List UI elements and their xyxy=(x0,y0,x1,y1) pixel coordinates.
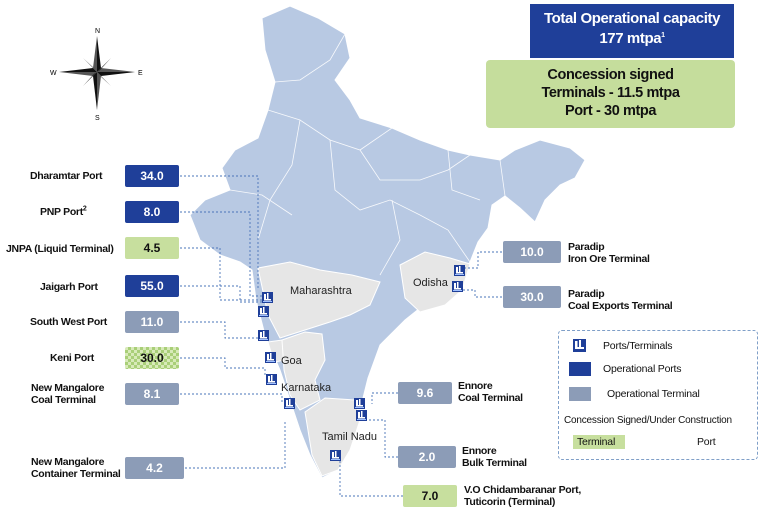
port-label-nm-coal: New Mangalore Coal Terminal xyxy=(31,382,105,406)
port-crane-icon xyxy=(573,339,586,352)
port-value-keni[interactable]: 30.0 xyxy=(125,347,179,369)
compass-n: N xyxy=(95,28,100,35)
legend-swatch-port xyxy=(659,435,693,449)
port-crane-icon[interactable] xyxy=(258,330,269,341)
legend-ports-terminals: Ports/Terminals xyxy=(603,340,673,352)
port-value-paradip-iron[interactable]: 10.0 xyxy=(503,241,561,263)
state-label-goa: Goa xyxy=(281,355,302,367)
port-crane-icon[interactable] xyxy=(454,265,465,276)
port-value-pnp[interactable]: 8.0 xyxy=(125,201,179,223)
state-maharashtra xyxy=(257,261,381,339)
port-value-vo-chidambaranar[interactable]: 7.0 xyxy=(403,485,457,507)
concession-line2: Terminals - 11.5 mtpa xyxy=(541,85,680,101)
port-label-dharamtar: Dharamtar Port xyxy=(30,170,103,182)
port-label-jnpa: JNPA (Liquid Terminal) xyxy=(6,243,114,255)
connector-lines xyxy=(180,175,502,497)
port-label-nm-container: New Mangalore Container Terminal xyxy=(31,456,121,480)
port-label-jaigarh: Jaigarh Port xyxy=(40,281,98,293)
legend: Ports/Terminals Operational Ports Operat… xyxy=(558,330,758,460)
legend-swatch-operational-terminal xyxy=(569,387,591,401)
port-crane-icon[interactable] xyxy=(284,398,295,409)
state-karnataka xyxy=(281,331,326,411)
port-crane-icon[interactable] xyxy=(452,281,463,292)
state-label-maharashtra: Maharashtra xyxy=(290,285,352,297)
concession-box: Concession signed Terminals - 11.5 mtpa … xyxy=(486,60,735,128)
port-label-pnp: PNP Port2 xyxy=(40,205,87,219)
port-label-paradip-coal: Paradip Coal Exports Terminal xyxy=(568,288,673,312)
port-label-ennore-bulk: Ennore Bulk Terminal xyxy=(462,445,527,469)
total-capacity-line2: 177 mtpa1 xyxy=(599,30,665,47)
port-value-south-west[interactable]: 11.0 xyxy=(125,311,179,333)
compass-w: W xyxy=(50,70,57,77)
state-label-tamil-nadu: Tamil Nadu xyxy=(322,431,378,443)
state-tamil-nadu xyxy=(304,397,361,477)
legend-concession-heading: Concession Signed/Under Construction xyxy=(564,415,732,426)
port-crane-icon[interactable] xyxy=(354,398,365,409)
compass-e: E xyxy=(138,70,143,77)
legend-terminal: Terminal xyxy=(577,436,616,448)
port-crane-icon[interactable] xyxy=(356,410,367,421)
port-value-ennore-bulk[interactable]: 2.0 xyxy=(398,446,456,468)
port-crane-icon[interactable] xyxy=(330,450,341,461)
legend-port: Port xyxy=(697,436,716,448)
concession-line3: Port - 30 mtpa xyxy=(564,103,657,119)
port-crane-icon[interactable] xyxy=(262,292,273,303)
port-value-nm-coal[interactable]: 8.1 xyxy=(125,383,179,405)
legend-operational-ports: Operational Ports xyxy=(603,363,682,375)
port-value-nm-container[interactable]: 4.2 xyxy=(125,457,184,479)
concession-line1: Concession signed xyxy=(547,67,674,83)
legend-swatch-terminal xyxy=(573,435,625,449)
port-label-ennore-coal: Ennore Coal Terminal xyxy=(458,380,523,404)
port-crane-icon[interactable] xyxy=(258,306,269,317)
total-capacity-line1: Total Operational capacity xyxy=(543,10,721,27)
total-capacity-box: Total Operational capacity 177 mtpa1 xyxy=(530,4,734,58)
state-label-odisha: Odisha xyxy=(413,277,448,289)
legend-operational-terminal: Operational Terminal xyxy=(607,388,700,400)
port-crane-icon[interactable] xyxy=(266,374,277,385)
state-label-karnataka: Karnataka xyxy=(281,382,332,394)
port-label-vo-chidambaranar: V.O Chidambaranar Port, Tuticorin (Termin… xyxy=(464,484,581,508)
port-label-paradip-iron: Paradip Iron Ore Terminal xyxy=(568,241,650,265)
legend-swatch-operational-ports xyxy=(569,362,591,376)
port-value-ennore-coal[interactable]: 9.6 xyxy=(398,382,452,404)
compass-rose-icon xyxy=(59,36,135,110)
port-label-keni: Keni Port xyxy=(50,352,94,364)
port-value-jaigarh[interactable]: 55.0 xyxy=(125,275,179,297)
compass-s: S xyxy=(95,115,100,122)
port-value-dharamtar[interactable]: 34.0 xyxy=(125,165,179,187)
port-label-south-west: South West Port xyxy=(30,316,107,328)
port-value-paradip-coal[interactable]: 30.0 xyxy=(503,286,561,308)
port-value-jnpa[interactable]: 4.5 xyxy=(125,237,179,259)
port-crane-icon[interactable] xyxy=(265,352,276,363)
